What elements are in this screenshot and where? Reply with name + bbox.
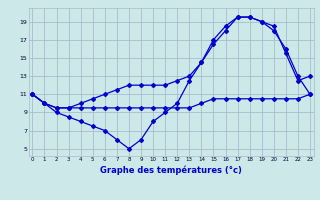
X-axis label: Graphe des températures (°c): Graphe des températures (°c)	[100, 165, 242, 175]
